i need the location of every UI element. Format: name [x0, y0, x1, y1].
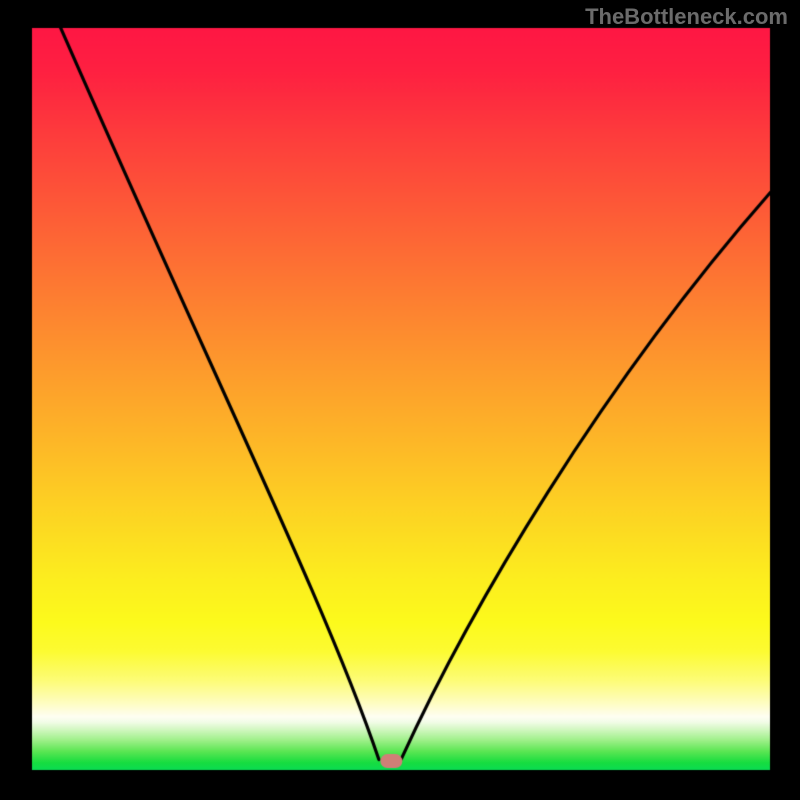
bottleneck-chart-canvas	[0, 0, 800, 800]
figure-stage: TheBottleneck.com	[0, 0, 800, 800]
